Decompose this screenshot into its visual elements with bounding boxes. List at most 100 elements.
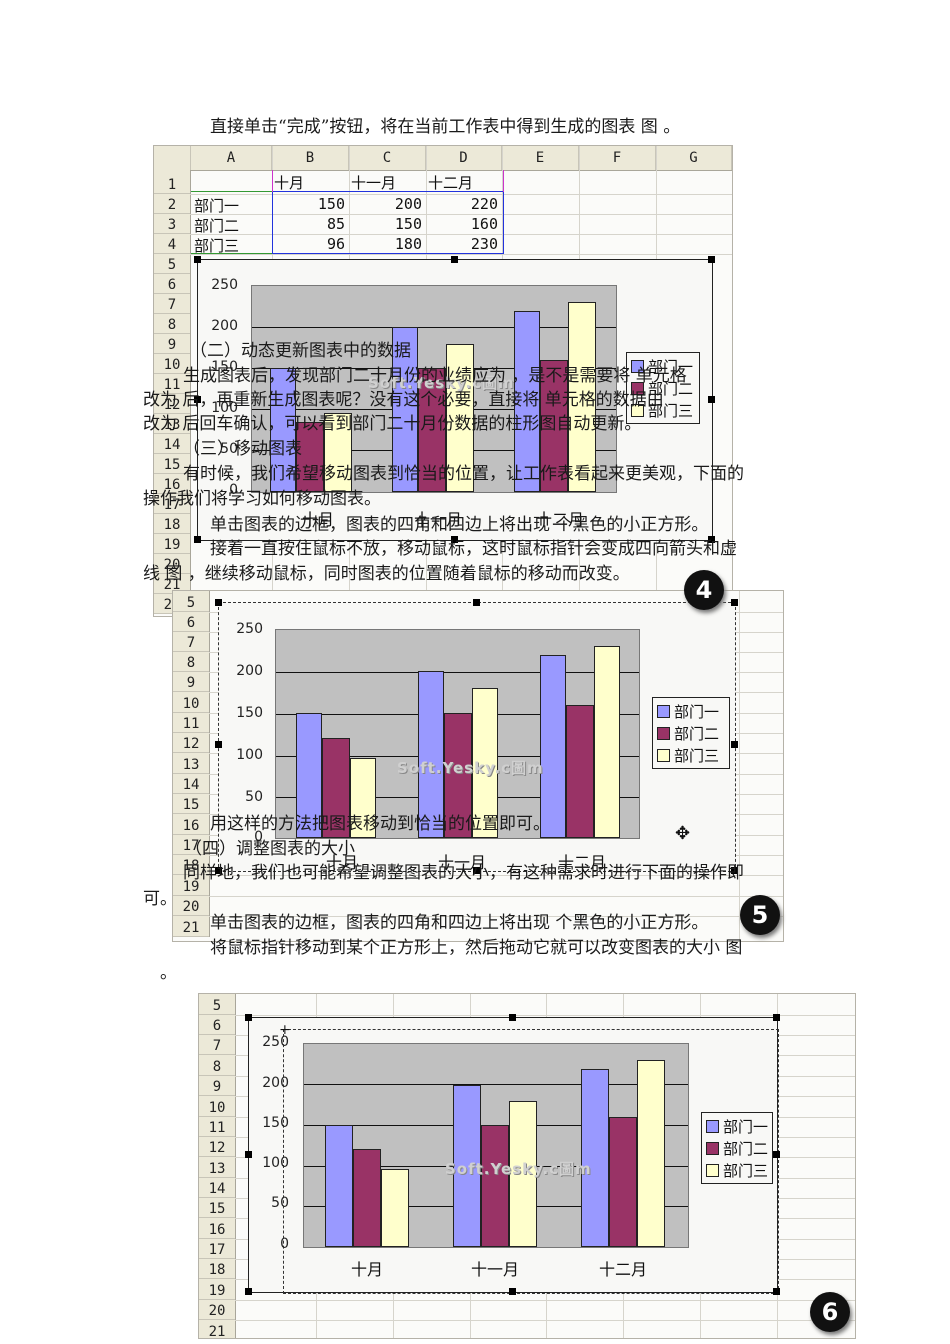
chart-legend[interactable]: 部门一 部门二 部门三 [652, 697, 730, 769]
column-header-e[interactable]: E [502, 146, 579, 170]
row-header[interactable]: 17 [154, 494, 190, 514]
row-header[interactable]: 8 [154, 314, 190, 334]
bar-dept1-oct[interactable] [270, 368, 296, 492]
resize-handle[interactable] [731, 867, 738, 874]
plot-area[interactable] [251, 285, 617, 493]
resize-handle[interactable] [708, 256, 715, 263]
header-cell[interactable]: 十月 [274, 174, 305, 192]
value-cell[interactable]: 230 [470, 235, 498, 253]
row-header[interactable]: 14 [199, 1178, 235, 1198]
row-header[interactable]: 6 [154, 274, 190, 294]
value-cell[interactable]: 96 [326, 235, 345, 253]
bar-dept1-dec[interactable] [540, 655, 566, 838]
resize-handle[interactable] [245, 1151, 252, 1158]
row-header[interactable]: 2 [154, 194, 190, 214]
bar-dept3-nov[interactable] [509, 1101, 537, 1247]
header-cell[interactable]: 十一月 [351, 174, 397, 192]
column-header-c[interactable]: C [349, 146, 426, 170]
value-cell[interactable]: 220 [470, 195, 498, 213]
resize-handle[interactable] [194, 536, 201, 543]
corner-cell[interactable] [154, 146, 191, 170]
row-header[interactable]: 10 [154, 354, 190, 374]
chart-legend[interactable]: 部门一 部门二 部门三 [626, 352, 700, 424]
row-header[interactable]: 20 [173, 896, 209, 916]
resize-handle[interactable] [473, 867, 480, 874]
resize-handle[interactable] [451, 536, 458, 543]
row-header[interactable]: 19 [199, 1279, 235, 1300]
resize-handle[interactable] [451, 256, 458, 263]
row-header[interactable]: 11 [154, 374, 190, 394]
row-header[interactable]: 17 [199, 1239, 235, 1259]
row-header[interactable]: 20 [154, 554, 190, 574]
row-header[interactable]: 16 [173, 814, 209, 835]
resize-handle[interactable] [731, 599, 738, 606]
bar-dept2-dec[interactable] [540, 360, 568, 492]
value-cell[interactable]: 200 [394, 195, 422, 213]
row-header[interactable]: 4 [154, 234, 190, 254]
bar-dept2-nov[interactable] [481, 1125, 509, 1247]
row-label-cell[interactable]: 部门一 [194, 197, 240, 215]
row-header[interactable]: 21 [199, 1320, 235, 1338]
row-header[interactable]: 11 [199, 1117, 235, 1137]
row-header[interactable]: 5 [173, 591, 209, 612]
bar-dept3-oct[interactable] [350, 758, 376, 838]
bar-dept1-nov[interactable] [392, 327, 418, 492]
row-label-cell[interactable]: 部门二 [194, 217, 240, 235]
row-header[interactable]: 10 [199, 1096, 235, 1117]
bar-dept3-oct[interactable] [381, 1169, 409, 1247]
row-header[interactable]: 19 [173, 875, 209, 896]
row-header[interactable]: 17 [173, 835, 209, 855]
column-header-a[interactable]: A [191, 146, 272, 170]
chart-3[interactable]: + 250 200 150 100 50 0 十月 十一月 十二月 部门一 部门… [245, 1014, 780, 1295]
chart-2[interactable]: 250 200 150 100 50 0 十月 十一月 十二月 部门一 部门二 … [215, 599, 738, 874]
value-cell[interactable]: 85 [326, 215, 345, 233]
row-header[interactable]: 14 [154, 434, 190, 454]
bar-dept2-oct[interactable] [353, 1149, 381, 1247]
column-header-g[interactable]: G [656, 146, 732, 170]
resize-handle[interactable] [773, 1014, 780, 1021]
resize-handle[interactable] [194, 396, 201, 403]
bar-dept1-nov[interactable] [418, 671, 444, 838]
row-header[interactable]: 6 [199, 1015, 235, 1035]
bar-dept2-oct[interactable] [296, 422, 324, 492]
bar-dept2-nov[interactable] [444, 713, 472, 838]
bar-dept3-dec[interactable] [637, 1060, 665, 1247]
resize-handle[interactable] [773, 1151, 780, 1158]
row-header[interactable]: 15 [199, 1198, 235, 1218]
value-cell[interactable]: 180 [394, 235, 422, 253]
row-header[interactable]: 18 [199, 1259, 235, 1279]
row-header[interactable]: 13 [154, 414, 190, 434]
bar-dept3-dec[interactable] [594, 646, 620, 838]
row-header[interactable]: 16 [154, 474, 190, 494]
row-header[interactable]: 7 [154, 294, 190, 314]
row-header[interactable]: 8 [173, 652, 209, 672]
bar-dept2-dec[interactable] [566, 705, 594, 838]
row-header[interactable]: 10 [173, 692, 209, 713]
row-header[interactable]: 12 [173, 733, 209, 753]
resize-handle[interactable] [215, 599, 222, 606]
bar-dept1-oct[interactable] [325, 1125, 353, 1247]
row-header[interactable]: 5 [199, 994, 235, 1015]
bar-dept3-dec[interactable] [568, 302, 596, 492]
row-header[interactable]: 7 [199, 1035, 235, 1055]
value-cell[interactable]: 150 [394, 215, 422, 233]
resize-handle[interactable] [245, 1288, 252, 1295]
bar-dept1-dec[interactable] [514, 311, 540, 492]
resize-handle[interactable] [194, 256, 201, 263]
resize-handle[interactable] [773, 1288, 780, 1295]
row-header[interactable]: 19 [154, 534, 190, 554]
row-header[interactable]: 13 [173, 753, 209, 774]
value-cell[interactable]: 150 [317, 195, 345, 213]
row-header[interactable]: 18 [173, 855, 209, 875]
row-header[interactable]: 8 [199, 1055, 235, 1076]
resize-handle[interactable] [215, 741, 222, 748]
row-header[interactable]: 21 [173, 916, 209, 937]
resize-handle[interactable] [473, 599, 480, 606]
resize-handle[interactable] [509, 1288, 516, 1295]
resize-handle[interactable] [708, 396, 715, 403]
bar-dept2-dec[interactable] [609, 1117, 637, 1247]
plot-area[interactable] [275, 629, 640, 839]
column-header-b[interactable]: B [272, 146, 349, 170]
row-header[interactable]: 11 [173, 713, 209, 733]
row-header[interactable]: 15 [173, 794, 209, 814]
